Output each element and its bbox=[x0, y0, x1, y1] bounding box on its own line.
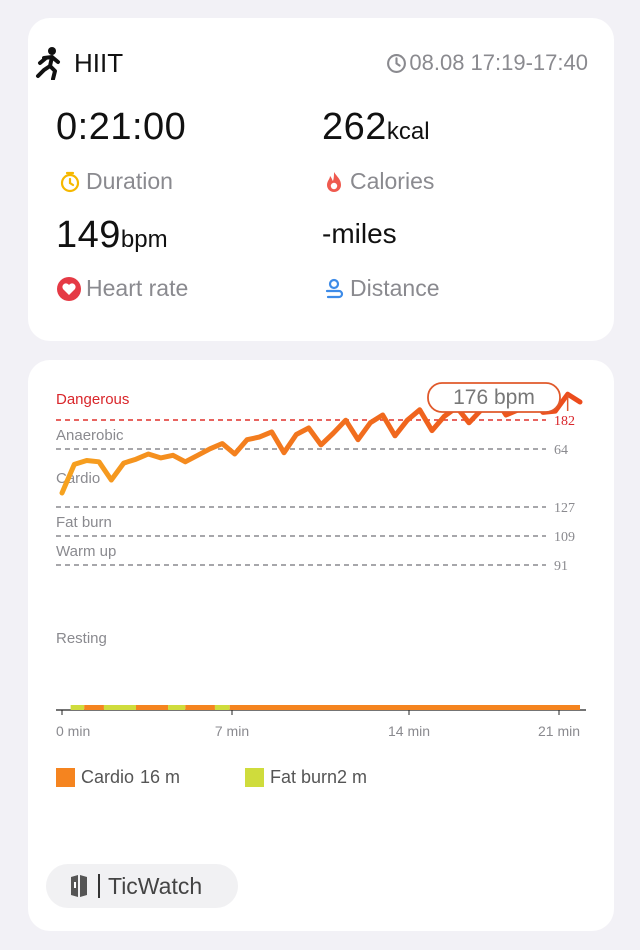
calories-unit: kcal bbox=[386, 118, 430, 145]
flame-icon bbox=[327, 171, 341, 192]
timeline-segment-7 bbox=[229, 705, 580, 710]
timeline-segment-0 bbox=[70, 705, 85, 710]
legend-fat-burn: Fat burn 2 m bbox=[245, 767, 367, 788]
timeline-segment-1 bbox=[84, 705, 104, 710]
zone-label-cardio: Cardio bbox=[56, 470, 100, 487]
peak-callout-label: 176 bpm bbox=[453, 386, 535, 409]
distance-unit: miles bbox=[331, 218, 397, 249]
heart-rate-label: Heart rate bbox=[56, 275, 188, 302]
ticwatch-logo-icon bbox=[71, 875, 87, 897]
timeline-segment-5 bbox=[185, 705, 215, 710]
zone-label-resting: Resting bbox=[56, 630, 107, 647]
threshold-value-1: 64 bbox=[554, 443, 568, 458]
threshold-value-2: 127 bbox=[554, 501, 575, 516]
calories-label-text: Calories bbox=[350, 168, 435, 194]
timeline-segment-2 bbox=[103, 705, 136, 710]
brand-separator bbox=[98, 874, 100, 898]
zone-label-fat-burn: Fat burn bbox=[56, 514, 112, 531]
time-range-text: 08.08 17:19-17:40 bbox=[409, 50, 588, 75]
legend-fat-burn-duration: 2 m bbox=[337, 767, 368, 787]
stopwatch-icon bbox=[60, 171, 80, 192]
zone-label-warm-up: Warm up bbox=[56, 543, 116, 560]
distance-metric: -miles bbox=[322, 218, 397, 250]
timeline-segment-6 bbox=[214, 705, 230, 710]
time-range: 08.08 17:19-17:40 bbox=[386, 50, 588, 76]
peak-callout-box bbox=[427, 382, 561, 413]
duration-value: 0:21:00 bbox=[56, 106, 187, 148]
calories-value: 262 bbox=[322, 106, 387, 148]
legend-fat-burn-name: Fat burn bbox=[270, 767, 338, 787]
cardio-swatch bbox=[56, 768, 75, 787]
x-tick-label-2: 14 min bbox=[388, 723, 430, 739]
threshold-value-3: 109 bbox=[554, 530, 575, 545]
running-icon bbox=[36, 47, 60, 80]
calories-metric: 262kcal bbox=[322, 106, 430, 149]
legend-cardio-duration: 16 m bbox=[140, 767, 181, 787]
x-tick-label-0: 0 min bbox=[56, 723, 90, 739]
threshold-value-4: 91 bbox=[554, 559, 568, 574]
heart-rate-value: 149 bbox=[56, 214, 121, 256]
ticwatch-badge[interactable]: TicWatch bbox=[46, 864, 238, 908]
activity-title: HIIT bbox=[74, 48, 124, 78]
timeline-segment-4 bbox=[168, 705, 186, 710]
legend-cardio-name: Cardio bbox=[81, 767, 135, 787]
duration-label-text: Duration bbox=[86, 168, 173, 194]
legend-cardio: Cardio 16 m bbox=[56, 767, 180, 788]
heart-rate-chart-card: Dangerous Anaerobic Cardio Fat burn Warm up R… bbox=[28, 360, 614, 931]
heart-rate-chart: Dangerous Anaerobic Cardio Fat burn Warm up R… bbox=[56, 382, 586, 739]
duration-metric: 0:21:00 bbox=[56, 106, 186, 149]
duration-label: Duration bbox=[58, 168, 173, 195]
fat-burn-swatch bbox=[245, 768, 264, 787]
distance-value: - bbox=[322, 218, 332, 249]
distance-label: Distance bbox=[322, 275, 439, 302]
x-tick-label-1: 7 min bbox=[215, 723, 249, 739]
threshold-value-0: 182 bbox=[554, 414, 575, 429]
brand-name: TicWatch bbox=[108, 872, 203, 899]
heart-icon bbox=[57, 276, 81, 301]
clock-icon bbox=[387, 53, 407, 73]
zone-label-dangerous: Dangerous bbox=[56, 391, 129, 408]
zone-label-anaerobic: Anaerobic bbox=[56, 427, 124, 444]
heart-rate-metric: 149bpm bbox=[56, 214, 168, 257]
distance-label-text: Distance bbox=[350, 275, 440, 301]
workout-summary-card: HIIT 08.08 17:19-17:40 0:21:00 Duration … bbox=[28, 18, 614, 341]
heart-rate-unit: bpm bbox=[120, 226, 168, 253]
calories-label: Calories bbox=[322, 168, 434, 195]
route-icon bbox=[325, 278, 344, 298]
timeline-segment-3 bbox=[136, 705, 169, 710]
x-tick-label-3: 21 min bbox=[538, 723, 580, 739]
heart-rate-label-text: Heart rate bbox=[86, 275, 189, 301]
